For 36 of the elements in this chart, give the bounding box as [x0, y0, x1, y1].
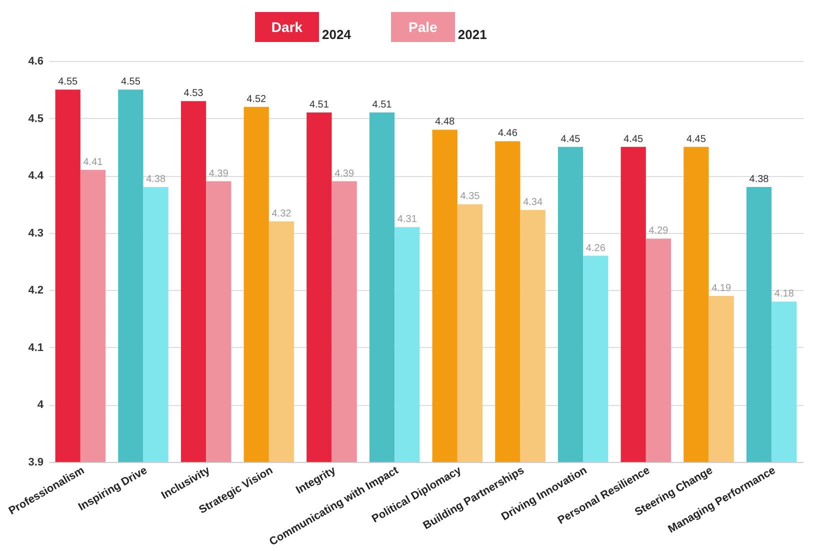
data-label: 4.46 [498, 128, 518, 140]
data-label: 4.51 [372, 100, 392, 111]
y-tick-label: 4.4 [28, 170, 44, 182]
y-tick-label: 4.6 [28, 56, 44, 68]
text: Dark [255, 12, 319, 42]
legend-label: 2024 [322, 27, 351, 42]
data-label: 4.31 [397, 214, 418, 226]
data-label: 4.45 [560, 134, 581, 145]
data-label: 4.26 [586, 242, 606, 254]
data-label: 4.38 [146, 174, 166, 186]
y-tick-label: 4.3 [28, 227, 44, 240]
data-label: 4.53 [184, 88, 204, 100]
data-label: 4.51 [309, 100, 330, 111]
data-label: 4.55 [58, 76, 78, 88]
data-label: 4.32 [272, 208, 292, 220]
data-label: 4.52 [246, 94, 267, 105]
data-label: 4.55 [120, 76, 141, 88]
data-label: 4.34 [523, 196, 543, 208]
data-label: 4.39 [208, 168, 229, 180]
data-label: 4.45 [624, 134, 644, 145]
y-tick-label: 4 [37, 399, 44, 412]
text: Pale [390, 12, 455, 42]
data-label: 4.39 [334, 168, 354, 180]
data-label: 4.41 [83, 156, 104, 168]
data-label: 4.45 [686, 134, 706, 145]
y-tick-label: 4.1 [28, 342, 44, 354]
data-label: 4.29 [648, 226, 669, 237]
y-tick-label: 4.2 [28, 284, 44, 297]
y-tick-label: 4.5 [28, 112, 44, 125]
data-label: 4.48 [435, 116, 456, 128]
data-label: 4.18 [774, 288, 794, 300]
legend-label: 2021 [458, 27, 487, 42]
y-tick-label: 3.9 [28, 456, 44, 468]
data-label: 4.38 [749, 174, 770, 186]
data-label: 4.35 [460, 191, 480, 202]
data-label: 4.19 [712, 282, 732, 294]
